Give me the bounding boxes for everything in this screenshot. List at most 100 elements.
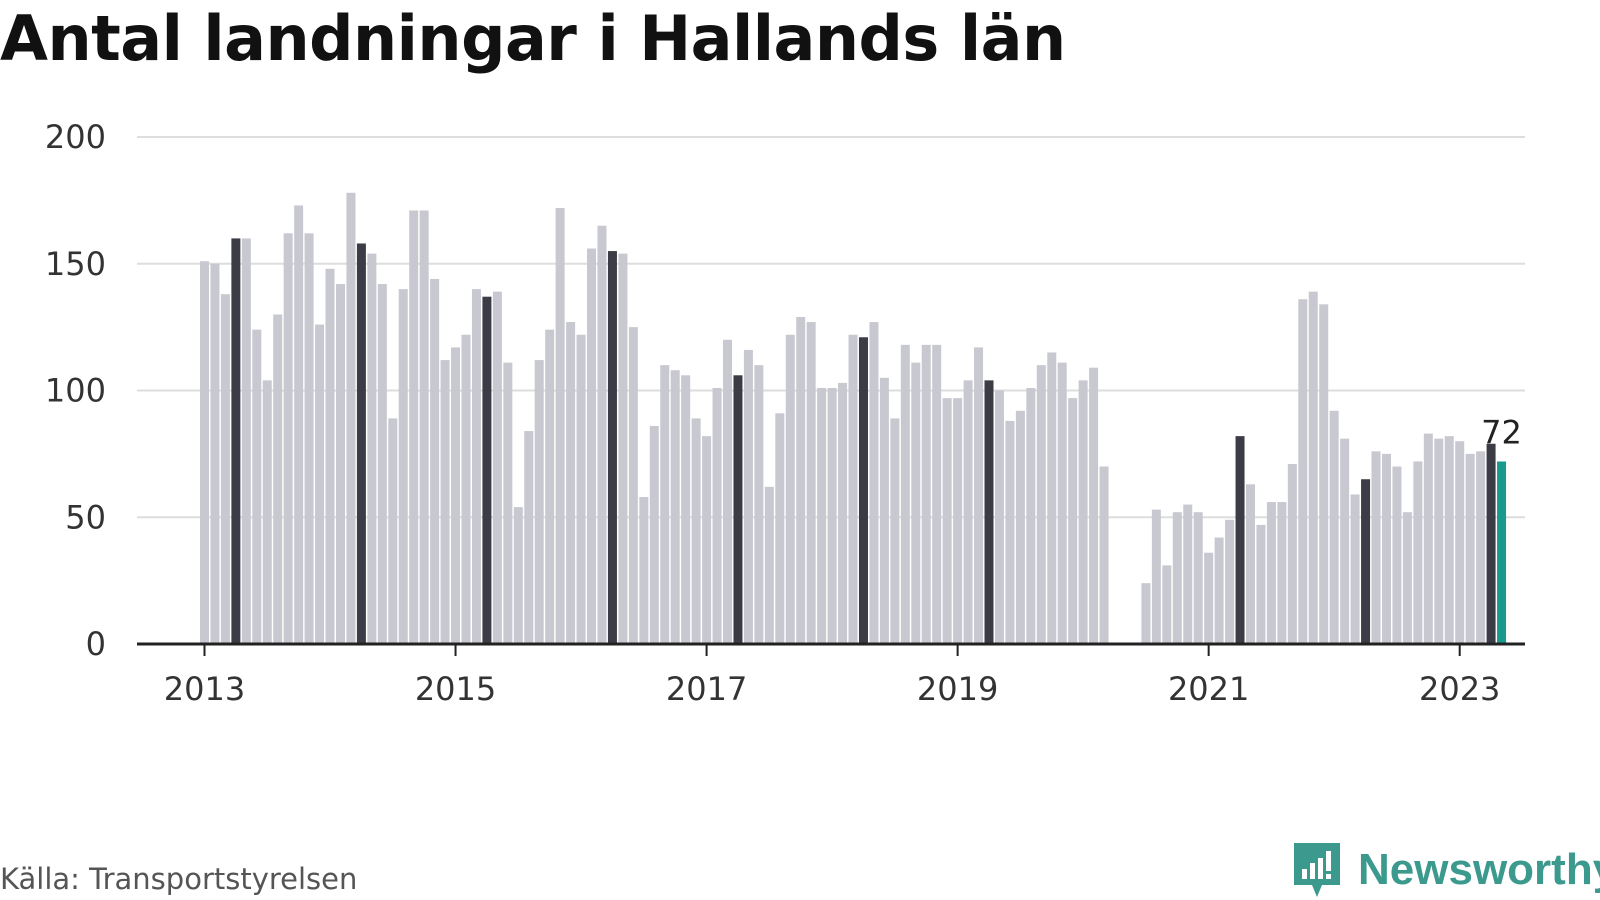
bar [1340,438,1350,644]
bar [346,192,356,644]
bar [1402,512,1412,644]
bar [1277,502,1287,644]
bar [1015,410,1025,644]
y-tick-label: 50 [65,498,106,536]
bar [670,370,680,644]
newsworthy-logo-icon [1294,843,1340,897]
bar [555,207,565,645]
x-axis: 2013 2015 2017 2019 2021 2023 [137,642,1525,708]
bar [1392,466,1402,644]
bar [900,344,910,644]
bar [817,387,827,644]
bar [1486,443,1496,644]
bar [1057,362,1067,644]
bar [848,334,858,644]
bar [618,253,628,645]
bar [1287,464,1297,644]
bar [367,253,377,645]
bar [1476,451,1486,644]
bar [869,322,879,644]
bar [1172,512,1182,644]
bar [702,436,712,644]
bar [262,380,272,644]
bar [482,296,492,644]
bar [471,289,481,644]
bar [1036,365,1046,644]
bar [953,398,963,644]
bar [1497,461,1507,644]
bar [1319,304,1329,644]
bar [785,334,795,644]
bar [1151,509,1161,644]
bar [911,362,921,644]
bar [200,261,209,644]
bar [241,238,251,644]
bar [283,233,293,644]
bar [681,375,691,644]
bar [273,314,283,644]
bar [409,210,419,644]
y-tick-label: 150 [45,245,106,283]
bar [733,375,743,644]
bar [1371,451,1381,644]
bar [220,294,230,644]
bar [1350,494,1360,644]
bar [796,316,806,644]
bar [1465,453,1475,645]
brand-name: Newsworthy [1358,845,1600,894]
bar [451,347,461,644]
x-tick-label: 2013 [164,670,245,708]
bar [712,387,722,644]
bar [754,365,764,644]
bar [775,413,785,644]
bar [1089,367,1099,644]
bar [430,278,440,644]
bar [304,233,314,644]
latest-value-label: 72 [1481,413,1522,451]
bar [994,390,1004,644]
bar [806,322,816,644]
bar [566,322,576,644]
bar [356,243,366,644]
bar [743,349,753,644]
bar [461,334,471,644]
bar [1455,441,1465,644]
bar [858,337,868,644]
bar [921,344,931,644]
brand: Newsworthy [1292,840,1600,900]
bar [587,248,597,645]
y-axis-ticks: 0 50 100 150 200 [45,118,106,663]
bar [607,251,617,644]
bar [1047,352,1057,644]
bar [984,380,994,644]
bar [1141,583,1151,644]
y-tick-label: 0 [86,625,106,663]
bar [377,284,387,644]
bar [1256,524,1266,644]
bar [419,210,429,644]
bar [764,486,774,644]
annotations: 72 [1481,413,1522,451]
bar [723,339,732,644]
bar [691,418,701,644]
bar [1068,398,1078,644]
bar [1423,433,1433,644]
x-tick-label: 2015 [415,670,496,708]
bar [388,418,398,644]
bar [942,398,952,644]
bar [1005,420,1015,644]
bar [1329,410,1339,644]
bar [524,431,534,644]
bar [963,380,973,644]
bar [252,329,262,644]
bar [210,263,220,644]
y-tick-label: 200 [45,118,106,156]
bar [1434,438,1444,644]
bar [1235,436,1245,644]
bar [325,268,335,644]
bar [1162,565,1172,644]
bar [660,365,670,644]
bar [1361,479,1371,644]
bar [1246,484,1255,644]
bar [1266,502,1276,644]
